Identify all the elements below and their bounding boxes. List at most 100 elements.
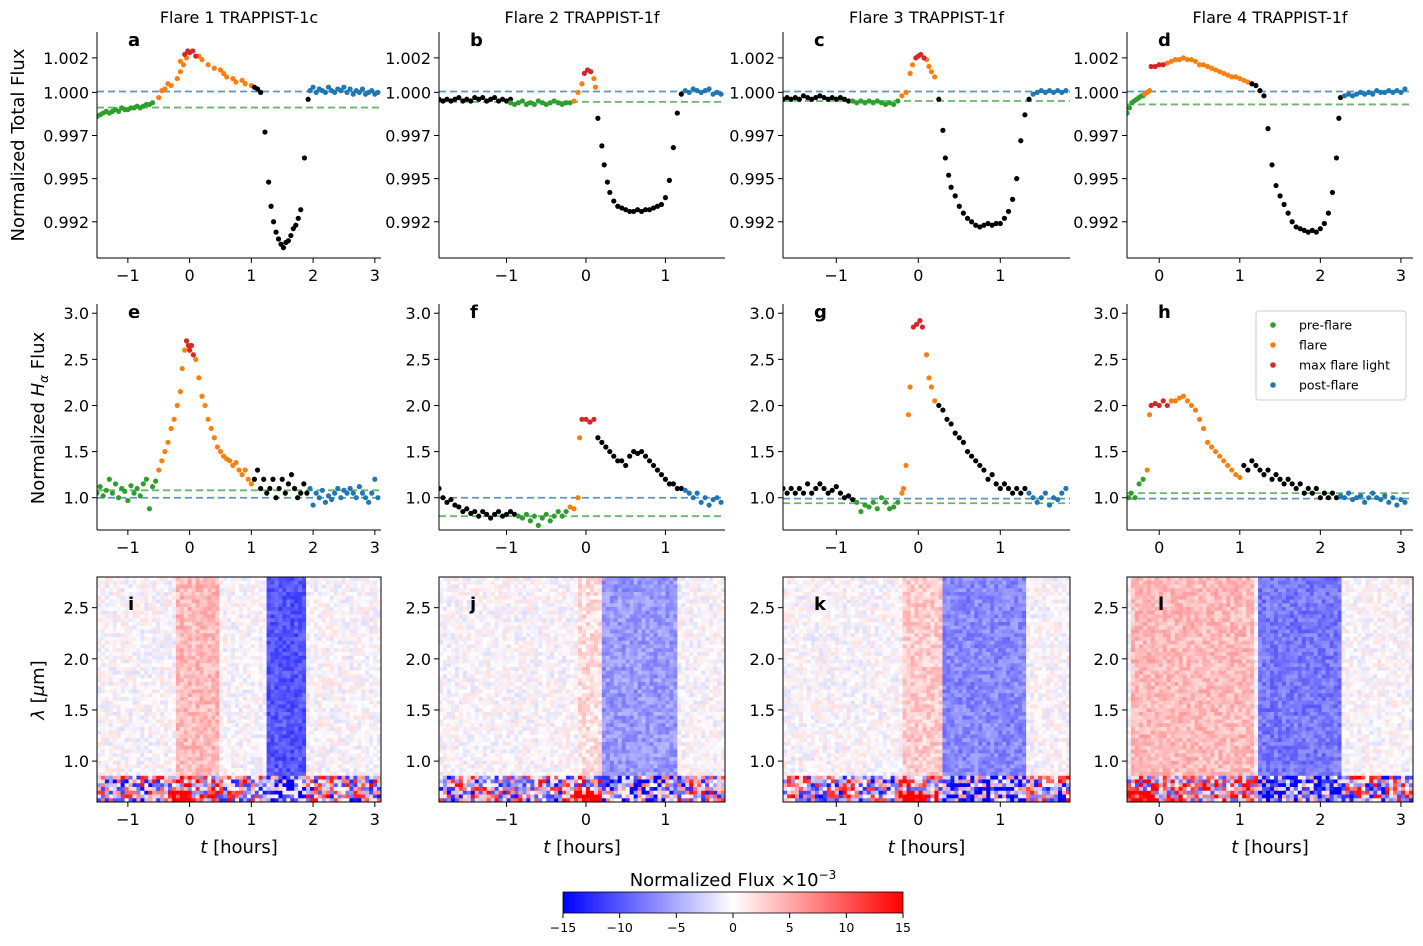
heatmap-cell xyxy=(266,622,272,627)
heatmap-cell xyxy=(262,622,268,627)
heatmap-cell xyxy=(140,772,145,777)
heatmap-cell xyxy=(325,693,331,698)
data-point xyxy=(825,96,831,102)
heatmap-cell xyxy=(227,614,232,619)
heatmap-cell xyxy=(168,644,173,649)
heatmap-cell xyxy=(187,768,193,773)
heatmap-cell xyxy=(325,738,331,743)
heatmap-cell xyxy=(187,727,193,732)
heatmap-cell xyxy=(337,734,343,739)
heatmap-cell xyxy=(341,723,347,728)
heatmap-cell xyxy=(353,580,358,586)
heatmap-cell xyxy=(144,577,149,582)
heatmap-cell xyxy=(207,633,212,638)
data-point xyxy=(631,208,637,215)
heatmap-cell xyxy=(136,614,141,619)
heatmap-cell xyxy=(128,584,134,589)
heatmap-cell xyxy=(313,742,319,747)
heatmap-cell xyxy=(104,790,110,796)
heatmap-cell xyxy=(242,783,248,788)
heatmap-cell xyxy=(361,715,366,721)
data-point xyxy=(276,485,282,492)
heatmap-cell xyxy=(116,580,122,586)
heatmap-cell xyxy=(183,674,189,679)
heatmap-cell xyxy=(341,644,347,649)
heatmap-cell xyxy=(108,742,114,747)
heatmap-cell xyxy=(148,674,153,679)
heatmap-cell xyxy=(183,768,189,773)
heatmap-cell xyxy=(294,783,299,788)
heatmap-cell xyxy=(353,708,358,713)
data-point xyxy=(567,504,573,510)
heatmap-cell xyxy=(124,637,130,642)
heatmap-cell xyxy=(302,757,307,762)
heatmap-cell xyxy=(215,652,220,657)
heatmap-cell xyxy=(302,779,307,784)
heatmap-cell xyxy=(306,580,311,586)
heatmap-cell xyxy=(171,790,177,796)
data-point xyxy=(706,502,712,508)
heatmap-cell xyxy=(250,708,256,713)
heatmap-cell xyxy=(211,772,216,777)
heatmap-cell xyxy=(345,708,351,713)
data-point xyxy=(275,236,282,242)
heatmap-cell xyxy=(120,577,126,582)
heatmap-cell xyxy=(195,764,201,769)
heatmap-cell xyxy=(97,607,102,612)
data-point xyxy=(571,98,577,104)
heatmap-cell xyxy=(349,637,354,642)
heatmap-cell xyxy=(317,715,323,721)
panel-label: c xyxy=(814,30,825,51)
heatmap-cell xyxy=(290,764,295,769)
heatmap-cell xyxy=(250,678,256,683)
heatmap-cell xyxy=(306,742,311,747)
heatmap-cell xyxy=(278,622,283,627)
heatmap-cell xyxy=(124,667,130,672)
heatmap-cell xyxy=(317,614,323,619)
heatmap-cell xyxy=(108,753,114,758)
heatmap-cell xyxy=(333,700,339,706)
data-point xyxy=(714,495,720,501)
heatmap-cell xyxy=(349,607,354,612)
heatmap-cell xyxy=(112,719,118,724)
heatmap-cell xyxy=(97,700,102,706)
heatmap-cell xyxy=(310,640,315,646)
heatmap-cell xyxy=(223,734,228,739)
heatmap-cell xyxy=(231,783,236,788)
heatmap-cell xyxy=(290,719,295,724)
x-tick-label: 0 xyxy=(913,266,923,285)
data-point xyxy=(279,476,285,482)
heatmap-cell xyxy=(302,787,307,792)
heatmap-cell xyxy=(274,629,280,634)
heatmap-cell xyxy=(100,689,106,694)
heatmap-cell xyxy=(116,592,122,597)
heatmap-cell xyxy=(325,614,331,619)
heatmap-cell xyxy=(108,599,114,604)
heatmap-cell xyxy=(156,655,161,661)
data-point xyxy=(694,88,700,94)
data-point xyxy=(1217,453,1223,459)
heatmap-cell xyxy=(219,610,224,616)
heatmap-cell xyxy=(313,663,319,668)
heatmap-cell xyxy=(361,757,366,762)
heatmap-cell xyxy=(183,689,189,694)
heatmap-cell xyxy=(254,794,260,799)
heatmap-cell xyxy=(235,745,240,751)
heatmap-cell xyxy=(128,745,134,751)
heatmap-cell xyxy=(156,742,161,747)
heatmap-cell xyxy=(152,678,157,683)
heatmap-cell xyxy=(258,794,264,799)
heatmap-cell xyxy=(100,625,106,631)
heatmap-cell xyxy=(262,577,268,582)
heatmap-cell xyxy=(148,633,153,638)
heatmap-cell xyxy=(231,625,236,631)
heatmap-cell xyxy=(321,708,327,713)
heatmap-cell xyxy=(266,670,272,676)
heatmap-cell xyxy=(349,610,354,616)
data-point xyxy=(1253,82,1259,89)
heatmap-cell xyxy=(144,723,149,728)
heatmap-cell xyxy=(132,760,138,766)
heatmap-cell xyxy=(203,629,209,634)
heatmap-cell xyxy=(140,603,145,608)
data-point xyxy=(177,58,183,64)
